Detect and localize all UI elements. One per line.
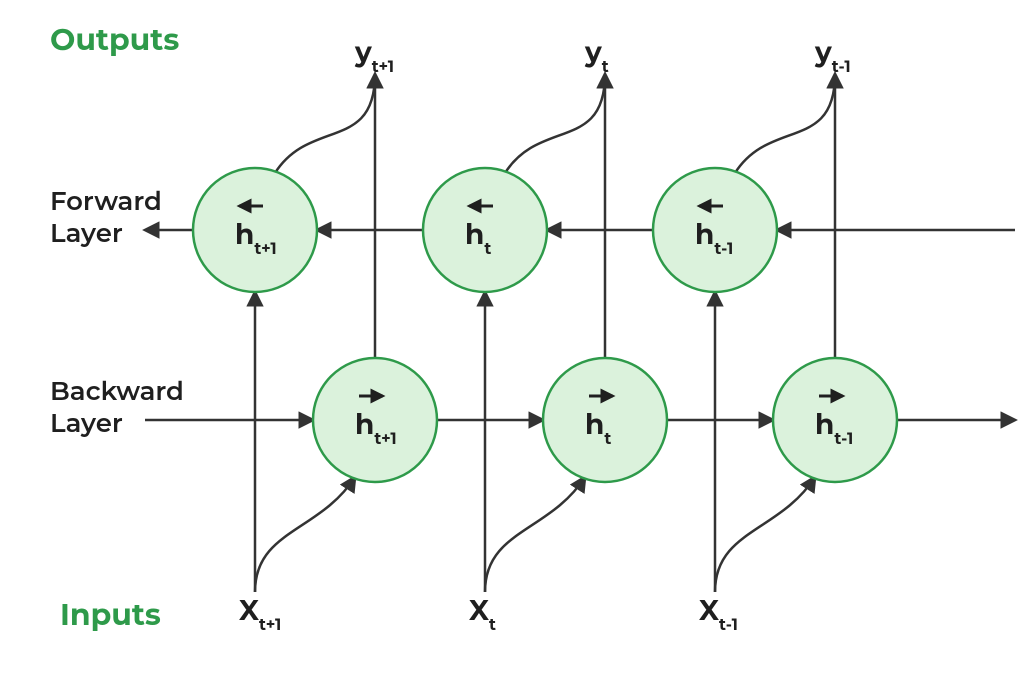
input-label: Xt+1 [239, 594, 281, 635]
forward-layer-label-line1: Forward [50, 185, 162, 217]
input-to-backward-arrow [255, 477, 355, 592]
forward-to-output-arrow [275, 74, 375, 173]
output-label: yt+1 [354, 36, 394, 77]
input-to-backward-arrow [485, 477, 585, 592]
input-label: Xt-1 [699, 594, 738, 635]
backward-layer-label-line1: Backward [50, 375, 184, 407]
output-label: yt-1 [814, 36, 851, 77]
input-label: Xt [469, 594, 496, 635]
forward-hidden-node [653, 168, 777, 292]
backward-layer-label-line2: Layer [50, 407, 123, 439]
forward-to-output-arrow [505, 74, 605, 173]
backward-hidden-node [543, 358, 667, 482]
forward-to-output-arrow [735, 74, 835, 173]
backward-hidden-node [313, 358, 437, 482]
output-label: yt [584, 36, 609, 77]
forward-hidden-node [193, 168, 317, 292]
outputs-label: Outputs [50, 21, 179, 58]
forward-layer-label-line2: Layer [50, 217, 123, 249]
backward-hidden-node [773, 358, 897, 482]
inputs-label: Inputs [60, 596, 161, 633]
input-to-backward-arrow [715, 477, 815, 592]
forward-hidden-node [423, 168, 547, 292]
